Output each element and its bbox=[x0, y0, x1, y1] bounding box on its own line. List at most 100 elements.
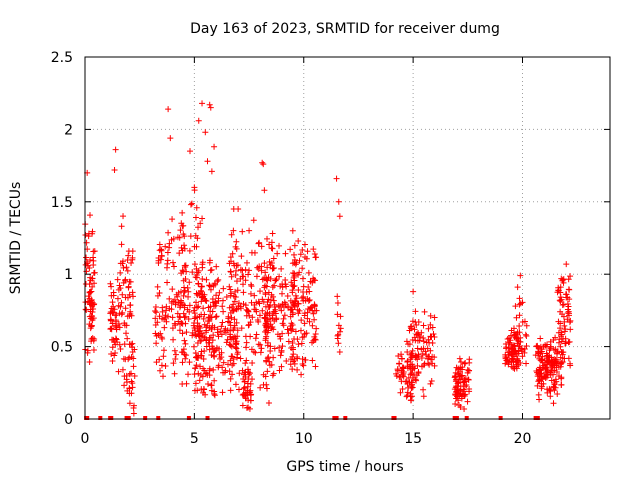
data-point bbox=[200, 315, 207, 322]
data-point bbox=[455, 397, 462, 404]
data-point bbox=[199, 215, 206, 222]
x-tick-label: 20 bbox=[514, 431, 532, 447]
data-point bbox=[87, 274, 94, 281]
data-point bbox=[247, 380, 254, 387]
data-point bbox=[253, 273, 260, 280]
data-point bbox=[310, 246, 317, 253]
data-point bbox=[193, 304, 200, 311]
data-point bbox=[128, 260, 135, 267]
data-point bbox=[190, 307, 197, 314]
data-point bbox=[252, 306, 259, 313]
data-point bbox=[262, 291, 269, 298]
data-point bbox=[280, 315, 287, 322]
data-point bbox=[191, 310, 198, 317]
data-point bbox=[550, 383, 557, 390]
data-point bbox=[561, 328, 568, 335]
data-point bbox=[276, 273, 283, 280]
data-point bbox=[262, 310, 269, 317]
data-point bbox=[420, 322, 427, 329]
data-point bbox=[431, 354, 438, 361]
data-point bbox=[191, 261, 198, 268]
data-point bbox=[404, 358, 411, 365]
data-point bbox=[126, 400, 133, 407]
data-point bbox=[225, 313, 232, 320]
data-point bbox=[172, 322, 179, 329]
data-point bbox=[169, 314, 176, 321]
data-point bbox=[312, 331, 319, 338]
data-point bbox=[82, 261, 89, 268]
data-point bbox=[269, 265, 276, 272]
data-point bbox=[509, 355, 516, 362]
data-point bbox=[193, 362, 200, 369]
data-point bbox=[87, 288, 94, 295]
data-point bbox=[404, 348, 411, 355]
data-point bbox=[119, 291, 126, 298]
data-point bbox=[248, 283, 255, 290]
data-point bbox=[463, 382, 470, 389]
zero-marker bbox=[85, 416, 90, 420]
data-point bbox=[152, 315, 159, 322]
data-point bbox=[256, 300, 263, 307]
data-point bbox=[427, 380, 434, 387]
data-point bbox=[563, 291, 570, 298]
data-point bbox=[258, 243, 265, 250]
data-point bbox=[278, 307, 285, 314]
data-point bbox=[179, 330, 186, 337]
data-point bbox=[243, 357, 250, 364]
data-point bbox=[230, 301, 237, 308]
data-point bbox=[205, 381, 212, 388]
data-point bbox=[199, 259, 206, 266]
data-point bbox=[566, 296, 573, 303]
data-point bbox=[252, 335, 259, 342]
data-point bbox=[208, 387, 215, 394]
data-point bbox=[227, 286, 234, 293]
data-point bbox=[311, 333, 318, 340]
data-point bbox=[206, 257, 213, 264]
data-point bbox=[557, 284, 564, 291]
data-point bbox=[120, 213, 127, 220]
data-point bbox=[553, 378, 560, 385]
data-point bbox=[156, 247, 163, 254]
data-point bbox=[162, 243, 169, 250]
data-point bbox=[184, 284, 191, 291]
data-point bbox=[279, 301, 286, 308]
data-point bbox=[153, 359, 160, 366]
data-point bbox=[159, 315, 166, 322]
data-point bbox=[229, 371, 236, 378]
data-point bbox=[535, 352, 542, 359]
data-point bbox=[156, 289, 163, 296]
data-point bbox=[560, 301, 567, 308]
data-point bbox=[543, 350, 550, 357]
data-point bbox=[240, 385, 247, 392]
data-point bbox=[86, 321, 93, 328]
data-point bbox=[229, 250, 236, 257]
data-point bbox=[336, 213, 343, 220]
data-point bbox=[262, 269, 269, 276]
data-point bbox=[297, 251, 304, 258]
data-point bbox=[189, 332, 196, 339]
data-point bbox=[215, 364, 222, 371]
data-point bbox=[170, 263, 177, 270]
data-point bbox=[187, 148, 193, 155]
data-point bbox=[125, 252, 132, 259]
data-point bbox=[513, 314, 520, 321]
data-point bbox=[305, 269, 312, 276]
data-point bbox=[181, 337, 188, 344]
data-point bbox=[310, 275, 317, 282]
data-point bbox=[517, 272, 524, 279]
data-point bbox=[271, 318, 278, 324]
data-point bbox=[181, 242, 188, 249]
data-point bbox=[163, 318, 170, 325]
data-point bbox=[180, 346, 187, 353]
data-point bbox=[295, 271, 302, 278]
data-point bbox=[198, 352, 205, 359]
data-point bbox=[456, 355, 463, 362]
data-point bbox=[558, 381, 565, 388]
zero-marker bbox=[454, 416, 459, 420]
data-point bbox=[84, 349, 91, 356]
data-point bbox=[503, 354, 510, 361]
data-point bbox=[83, 268, 90, 275]
data-point bbox=[452, 400, 459, 407]
data-point bbox=[207, 314, 214, 321]
data-point bbox=[536, 396, 543, 403]
